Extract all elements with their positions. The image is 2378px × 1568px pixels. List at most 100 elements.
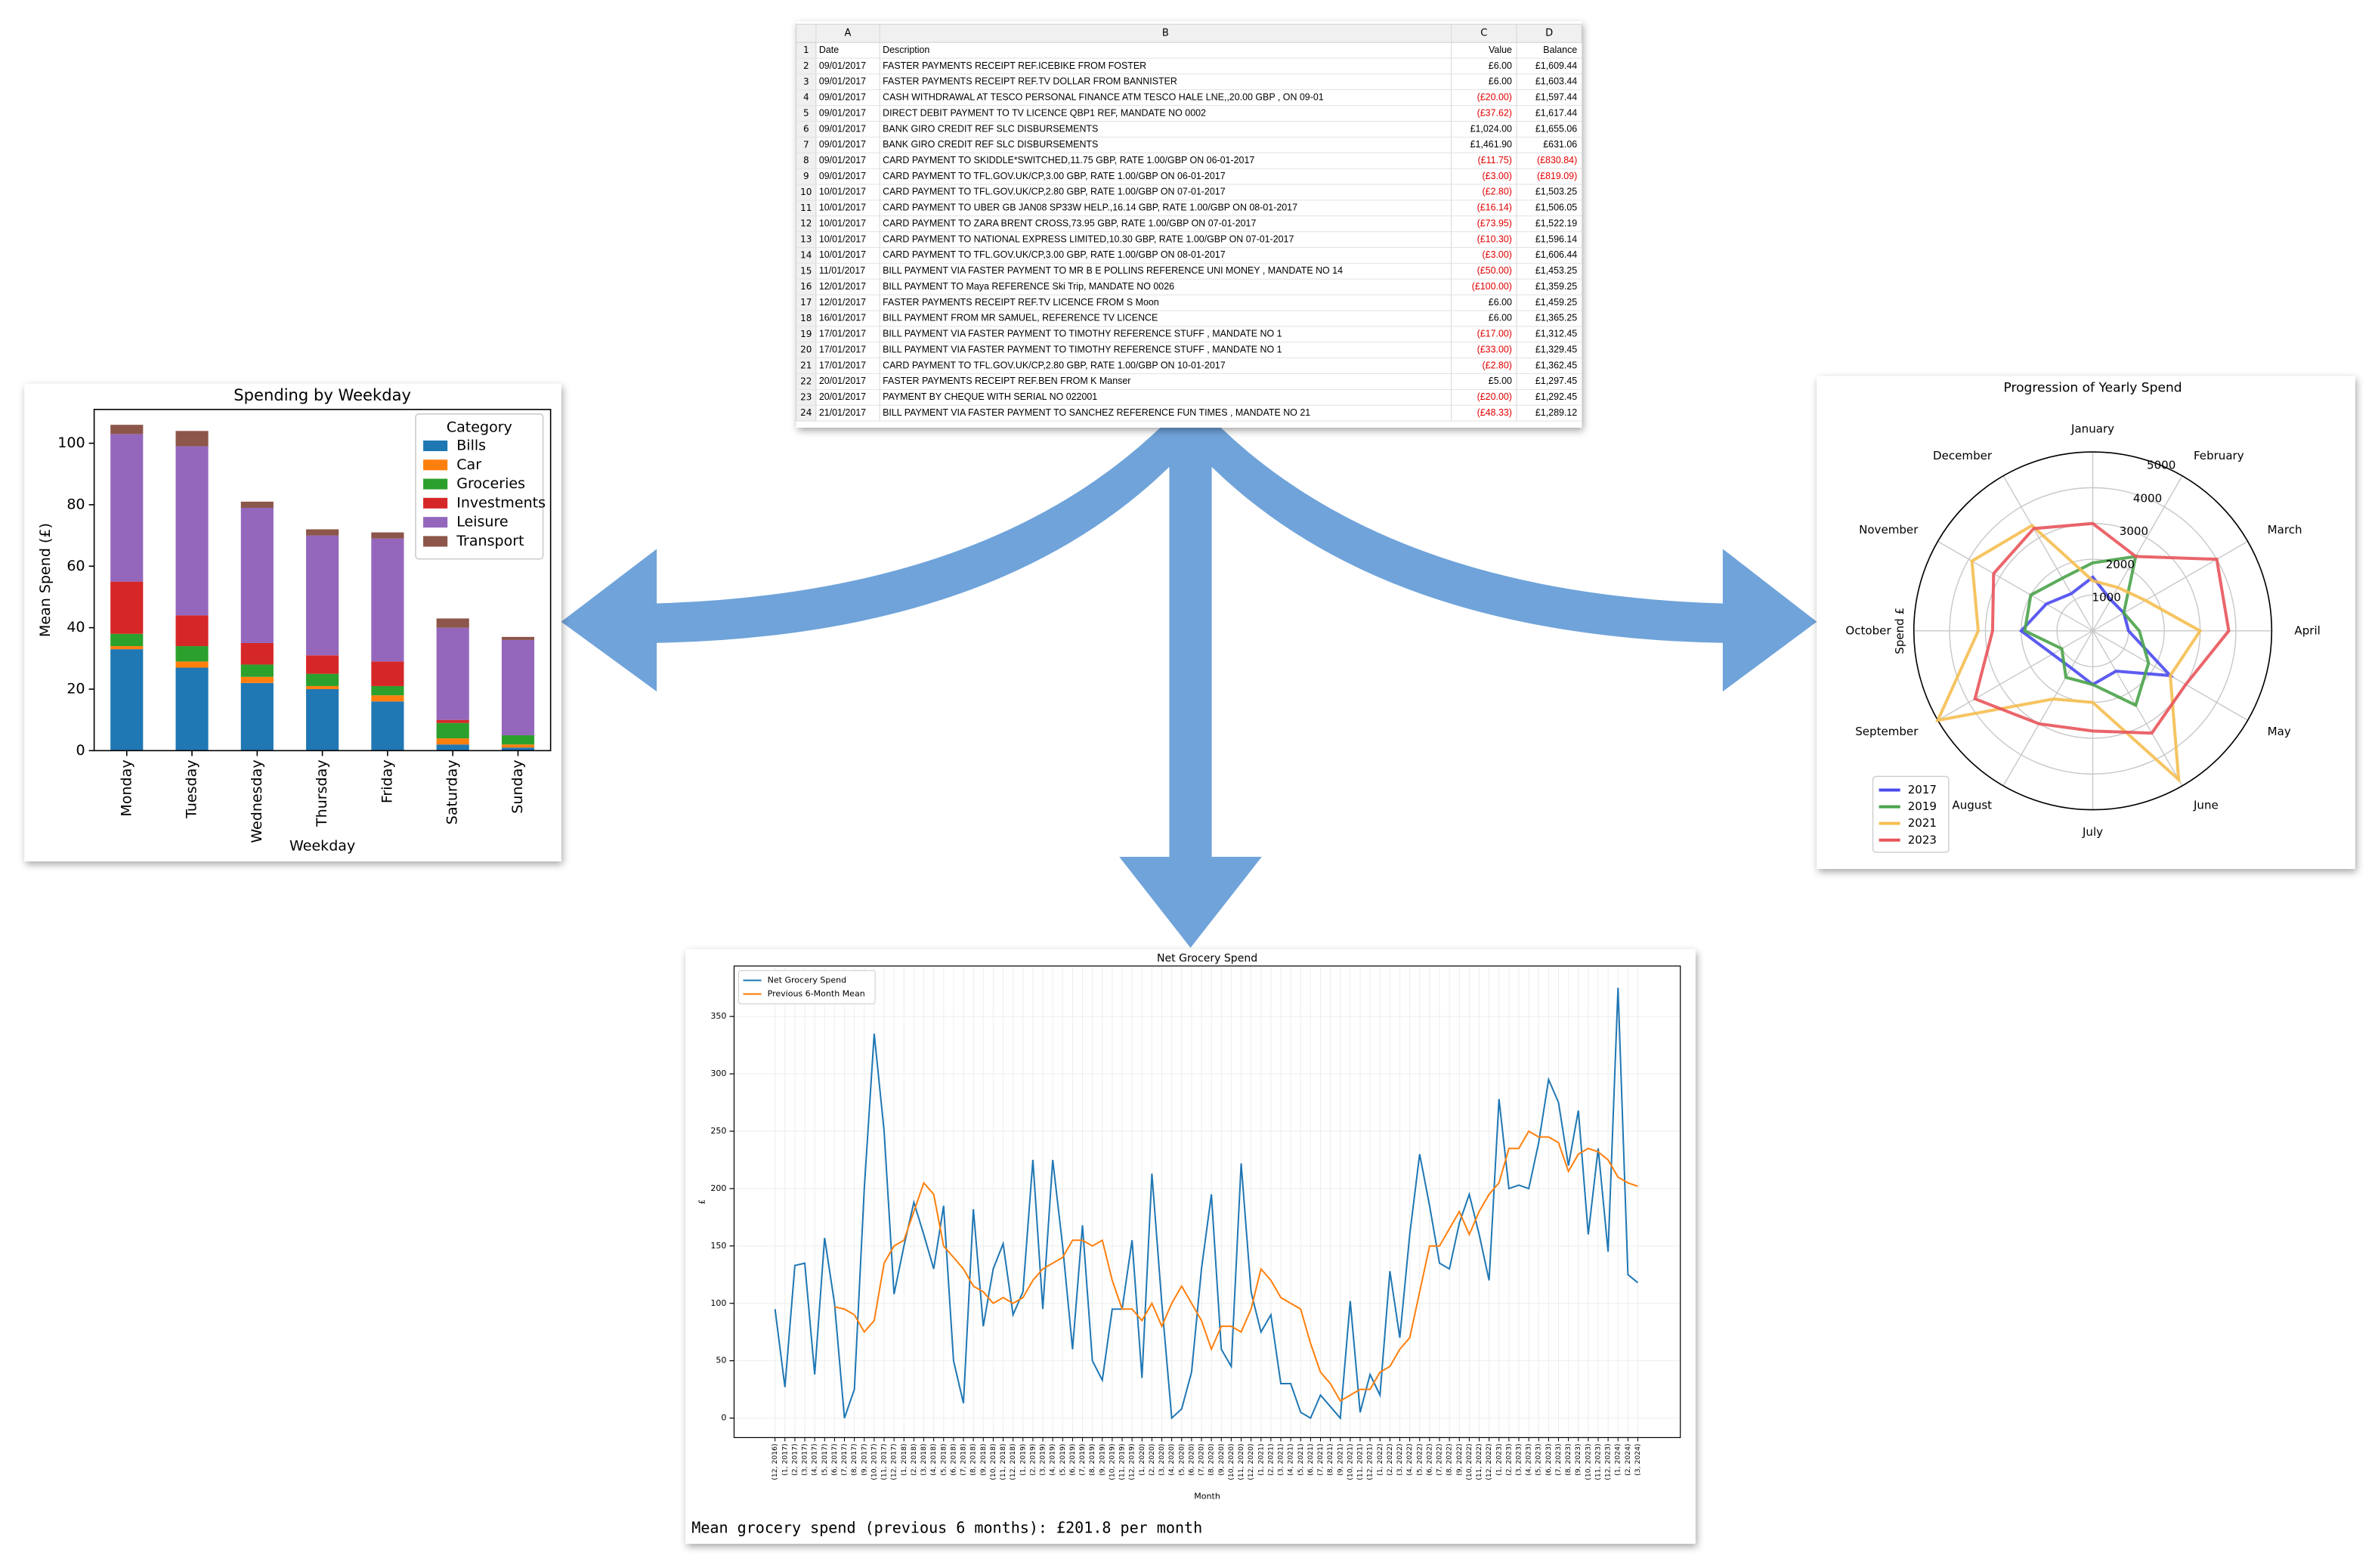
y-tick-label: 300 bbox=[710, 1069, 726, 1078]
x-tick-label: (11, 2022) bbox=[1475, 1443, 1483, 1480]
x-tick-label: (5, 2023) bbox=[1535, 1443, 1543, 1475]
row-number: 5 bbox=[803, 108, 809, 119]
bar-segment bbox=[501, 747, 535, 751]
angle-label: January bbox=[2070, 422, 2114, 435]
x-tick-label: (1, 2024) bbox=[1614, 1443, 1622, 1475]
cell: (£100.00) bbox=[1472, 281, 1512, 292]
cell: BANK GIRO CREDIT REF SLC DISBURSEMENTS bbox=[883, 139, 1098, 150]
legend-box bbox=[1872, 775, 1950, 853]
r-tick-label: 2000 bbox=[2106, 558, 2135, 571]
cell: (£73.95) bbox=[1477, 218, 1512, 228]
grid-spoke bbox=[1937, 630, 2093, 721]
cell: 17/01/2017 bbox=[819, 329, 866, 339]
x-tick-label: (4, 2019) bbox=[1049, 1443, 1057, 1475]
x-tick-label: (2, 2022) bbox=[1386, 1443, 1394, 1475]
arrow-right-head bbox=[1722, 549, 1817, 692]
x-tick-label: Tuesday bbox=[184, 759, 200, 819]
x-tick-label: (7, 2018) bbox=[960, 1443, 968, 1475]
legend-label: 2021 bbox=[1908, 816, 1937, 830]
bar-segment bbox=[436, 722, 469, 739]
cell: CARD PAYMENT TO SKIDDLE*SWITCHED,11.75 G… bbox=[883, 155, 1254, 165]
x-tick-label: (12, 2019) bbox=[1128, 1443, 1136, 1480]
cell: Balance bbox=[1543, 45, 1577, 55]
series-line bbox=[1935, 523, 2203, 784]
x-tick-label: (2, 2023) bbox=[1504, 1443, 1513, 1475]
y-tick-label: 0 bbox=[721, 1413, 726, 1423]
cell: (£16.14) bbox=[1477, 203, 1512, 213]
x-tick-label: (9, 2019) bbox=[1098, 1443, 1106, 1475]
row-number: 18 bbox=[800, 313, 812, 323]
x-tick-label: Monday bbox=[118, 759, 135, 816]
x-tick-label: (3, 2023) bbox=[1515, 1443, 1523, 1475]
arrows bbox=[561, 427, 1817, 948]
arrow-down-shaft bbox=[1169, 427, 1212, 858]
cell: FASTER PAYMENTS RECEIPT REF.ICEBIKE FROM… bbox=[883, 60, 1146, 71]
x-tick-label: (8, 2019) bbox=[1088, 1443, 1096, 1475]
cell: Date bbox=[819, 45, 839, 55]
grid-spoke bbox=[2092, 540, 2248, 632]
angle-label: April bbox=[2294, 623, 2320, 637]
angle-label: October bbox=[1845, 623, 1891, 637]
x-tick-label: (5, 2021) bbox=[1297, 1443, 1305, 1475]
series-line bbox=[834, 1130, 1638, 1403]
bar-segment bbox=[240, 507, 274, 643]
col-header: D bbox=[1545, 28, 1553, 39]
col-header: A bbox=[845, 28, 852, 39]
cell: CARD PAYMENT TO TFL.GOV.UK/CP,3.00 GBP, … bbox=[883, 171, 1226, 181]
x-tick-label: (10, 2021) bbox=[1346, 1443, 1354, 1480]
y-axis-label: £ bbox=[697, 1199, 707, 1205]
cell: (£17.00) bbox=[1477, 329, 1512, 339]
y-axis-label: Spend £ bbox=[1893, 608, 1906, 654]
angle-label: June bbox=[2193, 798, 2219, 812]
bar-segment bbox=[436, 738, 469, 745]
header-row bbox=[796, 23, 1582, 43]
chart-title: Net Grocery Spend bbox=[1157, 952, 1257, 964]
bar-segment bbox=[306, 688, 339, 751]
r-tick-label: 4000 bbox=[2133, 491, 2162, 505]
angle-label: August bbox=[1952, 798, 1992, 812]
cell: £1,289.12 bbox=[1535, 407, 1577, 418]
cell: BANK GIRO CREDIT REF SLC DISBURSEMENTS bbox=[883, 123, 1098, 134]
cell: £1,365.25 bbox=[1535, 313, 1577, 323]
legend-label: Leisure bbox=[456, 514, 508, 530]
row-number: 10 bbox=[800, 187, 812, 197]
bar-segment bbox=[371, 538, 404, 662]
x-tick-label: (7, 2022) bbox=[1436, 1443, 1444, 1475]
cell: 09/01/2017 bbox=[819, 76, 866, 87]
x-tick-label: (10, 2020) bbox=[1227, 1443, 1235, 1480]
grid-spoke bbox=[2092, 630, 2183, 787]
grid-spoke bbox=[1937, 540, 2093, 632]
x-tick-label: (4, 2020) bbox=[1167, 1443, 1176, 1475]
legend-label: Net Grocery Spend bbox=[768, 975, 847, 985]
x-tick-label: (6, 2021) bbox=[1307, 1443, 1315, 1475]
plot-frame bbox=[733, 965, 1681, 1439]
cell: (£819.09) bbox=[1537, 171, 1577, 181]
x-tick-label: (6, 2023) bbox=[1545, 1443, 1553, 1475]
x-tick-label: (5, 2022) bbox=[1415, 1443, 1424, 1475]
x-tick-label: (6, 2017) bbox=[830, 1443, 839, 1475]
cell: 09/01/2017 bbox=[819, 155, 866, 165]
x-tick-label: (11, 2018) bbox=[999, 1443, 1007, 1480]
line-chart: Net Grocery Spend 0 50 100 150 200 250 300 350 (1… bbox=[691, 952, 1681, 1536]
cell: £1,362.45 bbox=[1535, 360, 1577, 370]
x-tick-label: Saturday bbox=[444, 759, 461, 824]
row-number: 4 bbox=[803, 92, 809, 103]
x-tick-label: (9, 2020) bbox=[1217, 1443, 1226, 1475]
cell: 10/01/2017 bbox=[819, 233, 866, 244]
sheet-panel bbox=[796, 21, 1582, 428]
x-tick-label: (7, 2020) bbox=[1198, 1443, 1206, 1475]
x-tick-label: (8, 2017) bbox=[850, 1443, 858, 1475]
x-tick-label: (10, 2019) bbox=[1108, 1443, 1116, 1480]
cell: (£2.80) bbox=[1483, 360, 1512, 370]
x-tick-label: (12, 2022) bbox=[1485, 1443, 1493, 1480]
cell: £6.00 bbox=[1489, 60, 1512, 71]
x-tick-label: (1, 2022) bbox=[1376, 1443, 1384, 1475]
x-tick-label: (9, 2021) bbox=[1336, 1443, 1344, 1475]
angle-label: February bbox=[2194, 449, 2244, 462]
x-tick-label: (6, 2020) bbox=[1187, 1443, 1195, 1475]
cell: £631.06 bbox=[1543, 139, 1577, 150]
line-panel bbox=[685, 949, 1696, 1544]
x-tick-label: (4, 2023) bbox=[1525, 1443, 1533, 1475]
x-tick-label: (4, 2022) bbox=[1405, 1443, 1414, 1475]
angle-label: November bbox=[1859, 523, 1919, 537]
